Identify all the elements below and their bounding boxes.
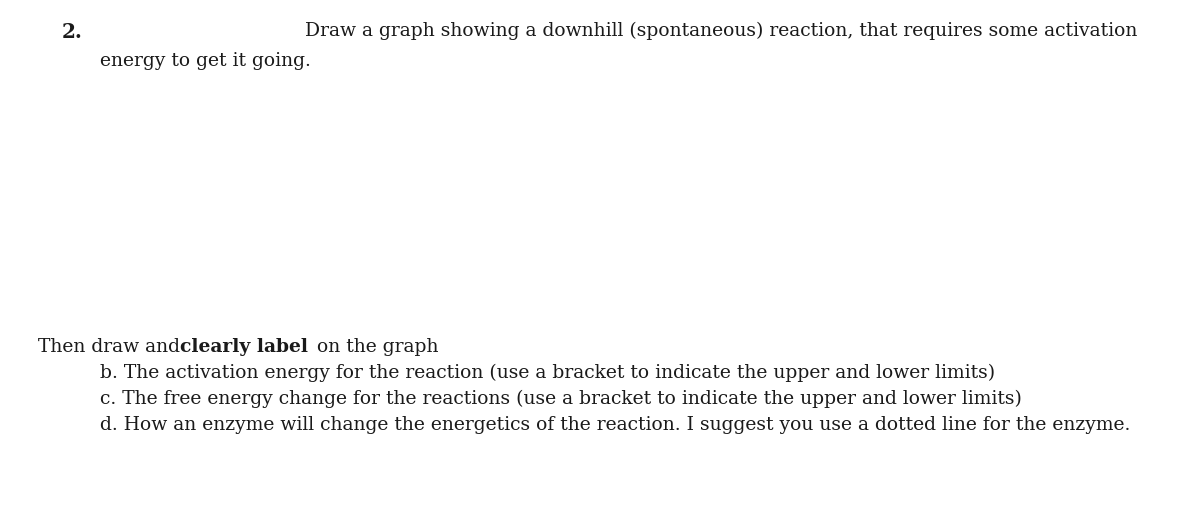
Text: clearly label: clearly label — [180, 338, 307, 356]
Text: Draw a graph showing a downhill (spontaneous) reaction, that requires some activ: Draw a graph showing a downhill (spontan… — [305, 22, 1138, 40]
Text: d. How an enzyme will change the energetics of the reaction. I suggest you use a: d. How an enzyme will change the energet… — [100, 416, 1130, 434]
Text: b. The activation energy for the reaction (use a bracket to indicate the upper a: b. The activation energy for the reactio… — [100, 364, 995, 383]
Text: energy to get it going.: energy to get it going. — [100, 52, 311, 70]
Text: Then draw and: Then draw and — [38, 338, 186, 356]
Text: on the graph: on the graph — [311, 338, 439, 356]
Text: 2.: 2. — [62, 22, 83, 42]
Text: c. The free energy change for the reactions (use a bracket to indicate the upper: c. The free energy change for the reacti… — [100, 390, 1022, 408]
